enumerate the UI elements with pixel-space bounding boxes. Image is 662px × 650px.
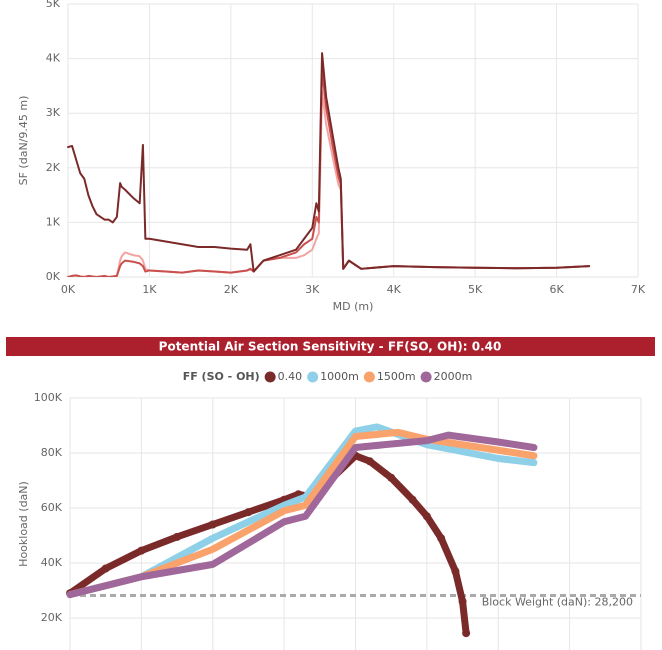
legend: FF (SO - OH) 0.40 1000m 1500m 2000m — [183, 370, 473, 383]
data-point — [387, 473, 396, 482]
y-tick-label: 20K — [41, 611, 63, 624]
x-tick-label: 4K — [387, 283, 402, 296]
legend-marker — [264, 371, 276, 383]
x-tick-label: 1K — [142, 283, 157, 296]
y-tick-label: 3K — [46, 106, 61, 119]
data-point — [208, 520, 217, 529]
data-point — [451, 567, 460, 576]
y-tick-label: 40K — [41, 556, 63, 569]
series-line — [66, 428, 538, 599]
y-tick-label: 100K — [34, 391, 63, 404]
legend-marker — [420, 371, 432, 383]
data-point — [173, 532, 182, 541]
block-weight-label: Block Weight (daN): 28,200 — [482, 595, 633, 608]
y-axis-label: SF (daN/9.45 m) — [17, 96, 30, 186]
y-tick-label: 5K — [46, 0, 61, 10]
series-line — [66, 431, 538, 599]
data-point — [101, 564, 110, 573]
x-tick-label: 6K — [549, 283, 564, 296]
y-tick-label: 80K — [41, 446, 63, 459]
legend-title: FF (SO - OH) — [183, 370, 260, 383]
plot — [67, 52, 591, 277]
series-line — [67, 52, 591, 273]
y-axis-label: Hookload (daN) — [17, 481, 30, 567]
chart: 0K 1K 2K 3K 4K 5K 0K 1K 2K 3K 4K 5K 6K 7K SF (daN/9.45… — [17, 0, 646, 313]
x-tick-label: 5K — [468, 283, 483, 296]
legend-label: 1000m — [320, 370, 359, 383]
data-point — [462, 629, 471, 638]
y-tick-label: 60K — [41, 501, 63, 514]
chart-title: Potential Air Section Sensitivity - FF(S… — [159, 340, 502, 354]
y-tick-label: 1K — [46, 215, 61, 228]
x-tick-label: 3K — [305, 283, 320, 296]
legend-label: 0.40 — [278, 370, 303, 383]
data-point — [422, 512, 431, 521]
data-point — [437, 534, 446, 543]
data-point — [458, 597, 467, 606]
legend-label: 2000m — [434, 370, 473, 383]
series-line — [67, 68, 591, 277]
chart: 20K 40K 60K 80K 100K Hookload (daN) Block Weig… — [6, 337, 655, 650]
y-tick-label: 4K — [46, 52, 61, 65]
data-point — [137, 546, 146, 555]
title-band — [6, 337, 655, 356]
y-tick-label: 0K — [46, 270, 61, 283]
x-tick-label: 2K — [224, 283, 239, 296]
data-point — [244, 508, 253, 517]
x-tick-label: 7K — [631, 283, 646, 296]
series-line — [66, 423, 538, 599]
data-point — [365, 457, 374, 466]
x-tick-label: 0K — [61, 283, 76, 296]
y-tick-label: 2K — [46, 161, 61, 174]
data-point — [408, 495, 417, 504]
legend-marker — [307, 371, 319, 383]
legend-marker — [363, 371, 375, 383]
x-axis-label: MD (m) — [333, 300, 374, 313]
series-line — [66, 452, 470, 637]
legend-label: 1500m — [377, 370, 416, 383]
plot — [66, 423, 538, 638]
